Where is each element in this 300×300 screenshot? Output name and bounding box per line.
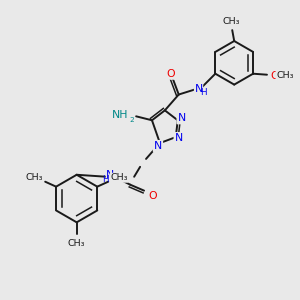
Text: CH₃: CH₃ — [223, 17, 240, 26]
Text: N: N — [175, 133, 183, 143]
Text: H: H — [200, 88, 207, 97]
Text: N: N — [106, 170, 115, 180]
Text: CH₃: CH₃ — [68, 238, 85, 247]
Text: CH₃: CH₃ — [26, 173, 43, 182]
Text: O: O — [271, 71, 279, 81]
Text: O: O — [167, 69, 175, 79]
Text: N: N — [194, 84, 203, 94]
Text: N: N — [178, 113, 186, 123]
Text: H: H — [102, 175, 109, 184]
Text: NH: NH — [112, 110, 128, 120]
Text: CH₃: CH₃ — [276, 71, 293, 80]
Text: CH₃: CH₃ — [110, 173, 128, 182]
Text: 2: 2 — [129, 117, 134, 123]
Text: O: O — [149, 190, 157, 201]
Text: N: N — [154, 141, 162, 151]
